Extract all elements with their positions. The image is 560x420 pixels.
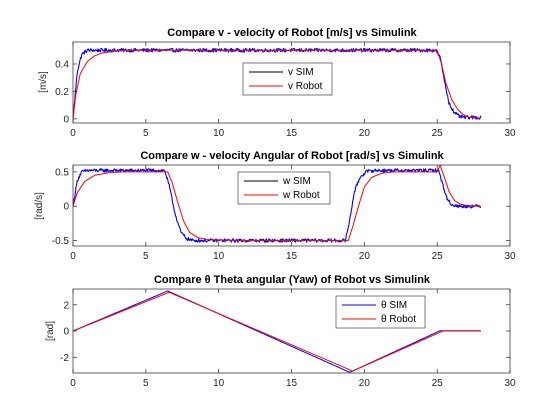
legend-label-v-sim: v SIM xyxy=(288,67,314,78)
x-tick-label-v: 10 xyxy=(213,128,225,139)
y-tick-label-theta: -2 xyxy=(60,353,69,364)
x-tick-label-w: 30 xyxy=(504,251,516,262)
subplot-v: Compare v - velocity of Robot [m/s] vs S… xyxy=(38,27,516,139)
subplot-w: Compare w - velocity Angular of Robot [r… xyxy=(34,150,516,262)
legend-label-theta-robot: θ Robot xyxy=(381,314,416,325)
y-tick-label-v: 0.2 xyxy=(55,87,69,98)
series-group-w xyxy=(73,165,482,243)
x-tick-label-v: 15 xyxy=(286,128,298,139)
series-line-theta-sim xyxy=(73,290,481,373)
x-tick-label-theta: 20 xyxy=(359,378,371,389)
x-tick-label-theta: 25 xyxy=(432,378,444,389)
y-tick-label-v: 0.4 xyxy=(55,59,69,70)
y-tick-label-w: 0.5 xyxy=(55,167,69,178)
x-tick-label-theta: 0 xyxy=(70,378,76,389)
axes-w: 0 5 10 15 20 25 30-0.500.5 xyxy=(52,164,516,262)
legend-v: v SIM v Robot xyxy=(242,62,333,96)
y-tick-label-theta: 0 xyxy=(63,327,69,338)
legend-label-w-sim: w SIM xyxy=(282,176,311,187)
legend-label-v-robot: v Robot xyxy=(288,81,323,92)
x-tick-label-w: 0 xyxy=(70,251,76,262)
x-tick-label-v: 5 xyxy=(143,128,149,139)
y-tick-label-w: 0 xyxy=(63,202,69,213)
x-tick-label-theta: 10 xyxy=(213,378,225,389)
chart-title-theta: Compare θ Theta angular (Yaw) of Robot v… xyxy=(154,274,431,286)
legend-theta: θ SIM θ Robot xyxy=(335,295,426,329)
y-tick-label-v: 0 xyxy=(63,114,69,125)
axes-theta: 0 5 10 15 20 25 30 -2 0 2 xyxy=(60,288,516,389)
legend-label-w-robot: w Robot xyxy=(282,190,320,201)
series-line-v-robot xyxy=(73,49,481,119)
chart-title-v: Compare v - velocity of Robot [m/s] vs S… xyxy=(167,27,417,39)
y-axis-label-theta: [rad] xyxy=(45,321,56,341)
x-tick-label-v: 20 xyxy=(359,128,371,139)
legend-label-theta-sim: θ SIM xyxy=(381,300,407,311)
x-tick-label-v: 30 xyxy=(504,128,516,139)
x-tick-label-theta: 5 xyxy=(143,378,149,389)
x-tick-label-theta: 15 xyxy=(286,378,298,389)
x-tick-label-w: 15 xyxy=(286,251,298,262)
legend-w: w SIM w Robot xyxy=(237,171,331,205)
series-group-theta xyxy=(73,290,481,373)
x-tick-label-w: 5 xyxy=(143,251,149,262)
series-group-v xyxy=(73,47,482,120)
legend-box-v xyxy=(242,62,333,96)
x-tick-label-v: 0 xyxy=(70,128,76,139)
axes-v: 0 5 10 15 20 25 30 0 0.2 0.4 xyxy=(55,41,516,139)
x-tick-label-w: 25 xyxy=(432,251,444,262)
x-tick-label-theta: 30 xyxy=(504,378,516,389)
x-tick-label-w: 10 xyxy=(213,251,225,262)
y-tick-label-theta: 2 xyxy=(63,300,69,311)
legend-box-theta xyxy=(335,295,426,329)
y-axis-label-v: [m/s] xyxy=(38,71,49,93)
x-tick-label-v: 25 xyxy=(432,128,444,139)
y-axis-label-w: [rad/s] xyxy=(34,192,45,220)
series-line-theta-robot xyxy=(73,291,481,372)
legend-box-w xyxy=(237,171,331,205)
y-tick-label-w: -0.5 xyxy=(52,236,70,247)
x-tick-label-w: 20 xyxy=(359,251,371,262)
chart-title-w: Compare w - velocity Angular of Robot [r… xyxy=(140,150,444,162)
subplot-theta: Compare θ Theta angular (Yaw) of Robot v… xyxy=(45,274,516,389)
series-line-w-robot xyxy=(73,165,481,242)
